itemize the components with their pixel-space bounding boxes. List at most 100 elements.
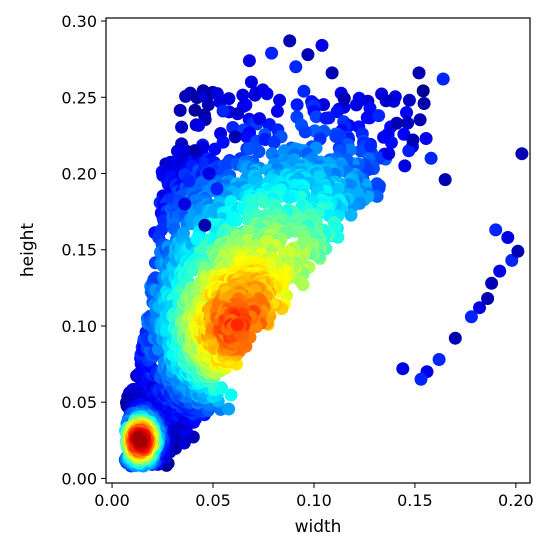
scatter-point: [290, 98, 304, 112]
y-tick-label: 0.05: [61, 393, 97, 412]
scatter-point: [267, 135, 281, 149]
scatter-point-outlier: [412, 66, 426, 80]
scatter-point-outlier: [244, 75, 258, 89]
scatter-point-outlier: [202, 167, 216, 180]
scatter-point: [350, 186, 364, 200]
scatter-point: [298, 125, 312, 139]
scatter-point: [231, 107, 245, 121]
scatter-point-outlier: [493, 264, 507, 278]
scatter-point: [236, 88, 250, 102]
scatter-point-outlier: [364, 139, 377, 153]
scatter-point: [192, 118, 206, 132]
scatter-point: [270, 104, 284, 118]
x-axis-label: width: [295, 517, 342, 537]
scatter-point-outlier: [448, 331, 462, 345]
scatter-point: [215, 381, 228, 395]
scatter-point: [417, 97, 431, 110]
scatter-point-outlier: [315, 38, 329, 52]
scatter-point-outlier: [464, 310, 478, 324]
scatter-point-outlier: [198, 218, 212, 232]
scatter-point: [319, 111, 333, 125]
x-tick-label: 0.00: [94, 491, 130, 510]
scatter-point-outlier: [481, 292, 495, 305]
scatter-point-outlier: [489, 223, 503, 237]
y-tick-label: 0.30: [61, 12, 97, 31]
scatter-point: [402, 144, 416, 158]
scatter-point: [400, 106, 413, 120]
scatter-point-outlier: [228, 130, 242, 144]
scatter-point-outlier: [178, 197, 192, 211]
scatter-point: [240, 130, 254, 144]
scatter-point-outlier: [273, 93, 287, 107]
plot-frame: [105, 17, 531, 484]
scatter-point: [401, 116, 415, 130]
scatter-point: [309, 110, 323, 124]
scatter-point-outlier: [252, 112, 266, 126]
scatter-point-outlier: [283, 34, 297, 48]
scatter-point-outlier: [242, 54, 256, 68]
scatter-point-outlier: [432, 353, 446, 366]
scatter-point-outlier: [414, 372, 428, 386]
x-axis-ticks: 0.00 0.05 0.10 0.15 0.20: [94, 483, 534, 510]
scatter-point: [354, 144, 368, 158]
scatter-point: [379, 94, 393, 108]
scatter-point: [360, 111, 374, 125]
scatter-point: [419, 132, 433, 145]
x-tick-label: 0.20: [498, 491, 534, 510]
scatter-point-outlier: [289, 60, 303, 74]
scatter-point-outlier: [424, 151, 438, 165]
scatter-point: [230, 318, 244, 332]
x-tick-label: 0.15: [397, 491, 433, 510]
x-tick-label: 0.05: [195, 491, 231, 510]
scatter-point-outlier: [398, 159, 412, 173]
scatter-point: [201, 98, 215, 112]
scatter-point: [175, 120, 189, 134]
scatter-point-outlier: [473, 301, 486, 315]
scatter-point-outlier: [216, 104, 230, 118]
scatter-point-outlier: [515, 147, 529, 161]
scatter-point-outlier: [182, 174, 196, 188]
x-tick-label: 0.10: [296, 491, 332, 510]
y-tick-label: 0.25: [61, 88, 97, 107]
scatter-point-outlier: [325, 66, 339, 80]
scatter-point: [134, 434, 148, 447]
scatter-point-outlier: [511, 244, 525, 258]
scatter-point: [190, 232, 204, 246]
scatter-point-outlier: [301, 48, 315, 62]
scatter-point-outlier: [372, 109, 386, 123]
scatter-point: [282, 191, 296, 205]
scatter-point-outlier: [406, 133, 420, 147]
scatter-point-outlier: [505, 253, 519, 267]
scatter-point: [416, 84, 430, 98]
scatter-point: [173, 103, 187, 117]
scatter-point-outlier: [485, 276, 499, 290]
scatter-point: [344, 208, 358, 222]
scatter-point-outlier: [337, 92, 351, 106]
scatter-point: [329, 130, 343, 143]
y-tick-label: 0.15: [61, 241, 97, 260]
scatter-point: [343, 143, 357, 157]
scatter-point-outlier: [382, 147, 396, 161]
scatter-point-outlier: [438, 173, 452, 187]
scatter-point: [222, 402, 236, 416]
scatter-point: [252, 145, 266, 159]
scatter-point: [413, 113, 427, 127]
scatter-point: [248, 88, 262, 102]
scatter-point: [402, 93, 416, 107]
y-tick-label: 0.00: [61, 469, 97, 488]
y-axis-label: height: [18, 223, 38, 278]
scatter-point: [377, 130, 391, 144]
scatter-point: [260, 87, 274, 101]
scatter-point-outlier: [188, 144, 202, 158]
scatter-point-outlier: [265, 46, 279, 60]
y-axis-ticks: 0.00 0.05 0.10 0.15 0.20 0.25 0.30: [61, 12, 106, 488]
y-tick-label: 0.10: [61, 317, 97, 336]
scatter-point-outlier: [297, 84, 311, 98]
scatter-point: [222, 92, 236, 106]
scatter-point-outlier: [390, 116, 404, 130]
scatter-point: [224, 388, 238, 402]
density-point-cloud: [118, 83, 433, 473]
outlier-points: [178, 34, 529, 386]
scatter-point-outlier: [396, 362, 410, 376]
